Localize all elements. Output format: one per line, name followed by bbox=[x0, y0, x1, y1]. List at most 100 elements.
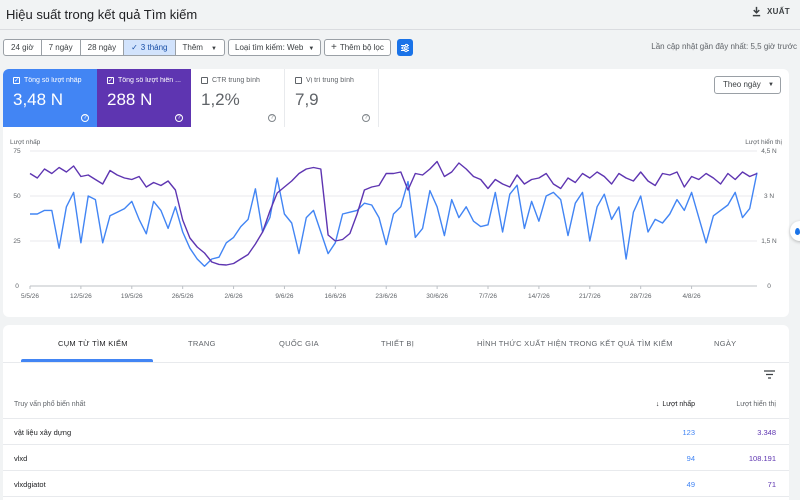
checkbox-checked-icon: ✓ bbox=[13, 77, 20, 84]
row-impressions: 108.191 bbox=[748, 454, 776, 463]
caret-down-icon: ▼ bbox=[210, 46, 217, 52]
x-tick-label: 4/8/26 bbox=[683, 293, 701, 300]
export-button[interactable]: XUẤT bbox=[751, 6, 790, 17]
series-line bbox=[30, 172, 758, 267]
range-7d-button[interactable]: 7 ngày bbox=[42, 40, 81, 55]
metric-value: 1,2% bbox=[201, 90, 240, 109]
active-tab-indicator bbox=[21, 359, 153, 362]
search-type-label: Loại tìm kiếm: Web bbox=[235, 43, 304, 52]
metric-value: 3,48 N bbox=[13, 90, 64, 109]
help-icon[interactable]: ? bbox=[175, 114, 183, 122]
metric-average-ctr[interactable]: CTR trung bình 1,2% ? bbox=[191, 69, 285, 127]
dimensions-table-card: CỤM TỪ TÌM KIẾM TRANG QUỐC GIA THIẾT BỊ … bbox=[3, 325, 789, 500]
interval-dropdown[interactable]: Theo ngày ▼ bbox=[714, 76, 781, 94]
tab-search-appearance[interactable]: HÌNH THỨC XUẤT HIỆN TRONG KẾT QUẢ TÌM KI… bbox=[477, 339, 673, 348]
plus-icon: + bbox=[331, 42, 337, 53]
dimension-tabs: CỤM TỪ TÌM KIẾM TRANG QUỐC GIA THIẾT BỊ … bbox=[3, 325, 789, 363]
search-type-dropdown[interactable]: Loại tìm kiếm: Web ▼ bbox=[228, 39, 322, 56]
x-tick-label: 28/7/26 bbox=[630, 293, 652, 300]
metric-total-impressions-header: ✓ Tổng số lượt hiển ... bbox=[107, 77, 191, 84]
metric-label: Vị trí trung bình bbox=[306, 77, 354, 84]
column-header-query: Truy vấn phổ biến nhất bbox=[14, 401, 86, 408]
caret-down-icon: ▼ bbox=[768, 82, 774, 88]
right-tick-label: 3 N bbox=[764, 193, 774, 200]
tab-countries[interactable]: QUỐC GIA bbox=[279, 339, 319, 348]
metric-value: 288 N bbox=[107, 90, 153, 109]
interval-label: Theo ngày bbox=[723, 80, 761, 89]
help-icon[interactable]: ? bbox=[362, 114, 370, 122]
filter-settings-button[interactable] bbox=[397, 39, 413, 56]
range-more-dropdown[interactable]: Thêm ▼ bbox=[176, 40, 224, 55]
tab-devices[interactable]: THIẾT BỊ bbox=[381, 339, 415, 348]
metric-value: 7,9 bbox=[295, 90, 319, 109]
right-axis-title: Lượt hiển thị bbox=[745, 138, 782, 146]
metric-label: CTR trung bình bbox=[212, 77, 260, 84]
arrow-down-icon: ↓ bbox=[655, 401, 660, 408]
top-bar: Hiệu suất trong kết quả Tìm kiếm XUẤT bbox=[0, 0, 800, 30]
x-tick-label: 16/6/26 bbox=[324, 293, 346, 300]
right-tick-label: 4,5 N bbox=[761, 148, 777, 155]
row-clicks: 123 bbox=[682, 428, 695, 437]
series-line bbox=[29, 160, 758, 266]
x-tick-label: 23/6/26 bbox=[375, 293, 397, 300]
tab-dates[interactable]: NGÀY bbox=[714, 339, 737, 348]
x-tick-label: 9/6/26 bbox=[275, 293, 293, 300]
table-row[interactable]: vlxdgiatot 49 71 bbox=[3, 471, 789, 497]
tab-queries[interactable]: CỤM TỪ TÌM KIẾM bbox=[58, 339, 128, 348]
date-range-group: 24 giờ 7 ngày 28 ngày ✓ 3 tháng Thêm ▼ bbox=[3, 39, 225, 56]
column-header-clicks[interactable]: ↓ Lượt nhấp bbox=[656, 401, 695, 408]
x-tick-label: 12/5/26 bbox=[70, 293, 92, 300]
row-clicks: 94 bbox=[686, 454, 695, 463]
drop-icon bbox=[794, 227, 800, 235]
row-impressions: 71 bbox=[767, 480, 776, 489]
metric-label: Tổng số lượt hiển ... bbox=[118, 77, 181, 84]
x-tick-label: 19/5/26 bbox=[121, 293, 143, 300]
metric-average-ctr-header: CTR trung bình bbox=[201, 77, 284, 84]
metric-total-clicks[interactable]: ✓ Tổng số lượt nhấp 3,48 N ? bbox=[3, 69, 97, 127]
export-label: XUẤT bbox=[767, 7, 790, 16]
table-row[interactable]: vật liệu xây dựng 123 3.348 bbox=[3, 419, 789, 445]
filter-bar: 24 giờ 7 ngày 28 ngày ✓ 3 tháng Thêm ▼ Loạ… bbox=[0, 30, 800, 64]
checkbox-icon bbox=[295, 77, 302, 84]
row-query: vật liệu xây dựng bbox=[14, 428, 72, 437]
help-icon[interactable]: ? bbox=[81, 114, 89, 122]
x-tick-label: 21/7/26 bbox=[579, 293, 601, 300]
metric-average-position[interactable]: Vị trí trung bình 7,9 ? bbox=[285, 69, 379, 127]
row-impressions: 3.348 bbox=[757, 428, 776, 437]
filter-icon bbox=[401, 43, 409, 52]
right-tick-label: 1,5 N bbox=[761, 238, 777, 245]
x-tick-label: 30/6/26 bbox=[426, 293, 448, 300]
left-tick-label: 0 bbox=[15, 283, 19, 290]
caret-down-icon: ▼ bbox=[308, 46, 315, 52]
filter-rows-icon[interactable] bbox=[764, 370, 775, 379]
last-updated-text: Lần cập nhật gần đây nhất: 5,5 giờ trước bbox=[651, 42, 797, 51]
metric-total-clicks-header: ✓ Tổng số lượt nhấp bbox=[13, 77, 97, 84]
right-tick-label: 0 bbox=[767, 283, 771, 290]
table-row[interactable]: vlxd 94 108.191 bbox=[3, 445, 789, 471]
x-tick-label: 7/7/26 bbox=[479, 293, 497, 300]
column-header-impressions[interactable]: Lượt hiển thị bbox=[736, 401, 776, 408]
metric-total-impressions[interactable]: ✓ Tổng số lượt hiển ... 288 N ? bbox=[97, 69, 191, 127]
row-query: vlxdgiatot bbox=[14, 480, 46, 489]
x-tick-label: 5/5/26 bbox=[21, 293, 39, 300]
column-header-clicks-label: Lượt nhấp bbox=[662, 401, 695, 408]
x-tick-label: 14/7/26 bbox=[528, 293, 550, 300]
check-icon: ✓ bbox=[131, 43, 138, 52]
left-axis-title: Lượt nhấp bbox=[10, 137, 41, 146]
side-panel-handle[interactable] bbox=[790, 221, 800, 241]
range-3m-label: 3 tháng bbox=[140, 43, 168, 52]
left-tick-label: 50 bbox=[13, 193, 21, 200]
metric-label: Tổng số lượt nhấp bbox=[24, 77, 82, 84]
tab-pages[interactable]: TRANG bbox=[188, 339, 216, 348]
help-icon[interactable]: ? bbox=[268, 114, 276, 122]
range-24h-button[interactable]: 24 giờ bbox=[4, 40, 42, 55]
add-filter-button[interactable]: + Thêm bộ lọc bbox=[324, 39, 391, 56]
range-28d-button[interactable]: 28 ngày bbox=[81, 40, 125, 55]
range-3m-button[interactable]: ✓ 3 tháng bbox=[124, 40, 176, 55]
metric-average-position-header: Vị trí trung bình bbox=[295, 77, 378, 84]
download-icon bbox=[752, 6, 761, 17]
add-filter-label: Thêm bộ lọc bbox=[339, 43, 384, 52]
performance-chart: Lượt nhấp Lượt hiển thị 75 4,5 N 50 3 N 25 1,5 … bbox=[3, 133, 789, 317]
x-tick-label: 26/5/26 bbox=[172, 293, 194, 300]
x-tick-label: 2/6/26 bbox=[225, 293, 243, 300]
